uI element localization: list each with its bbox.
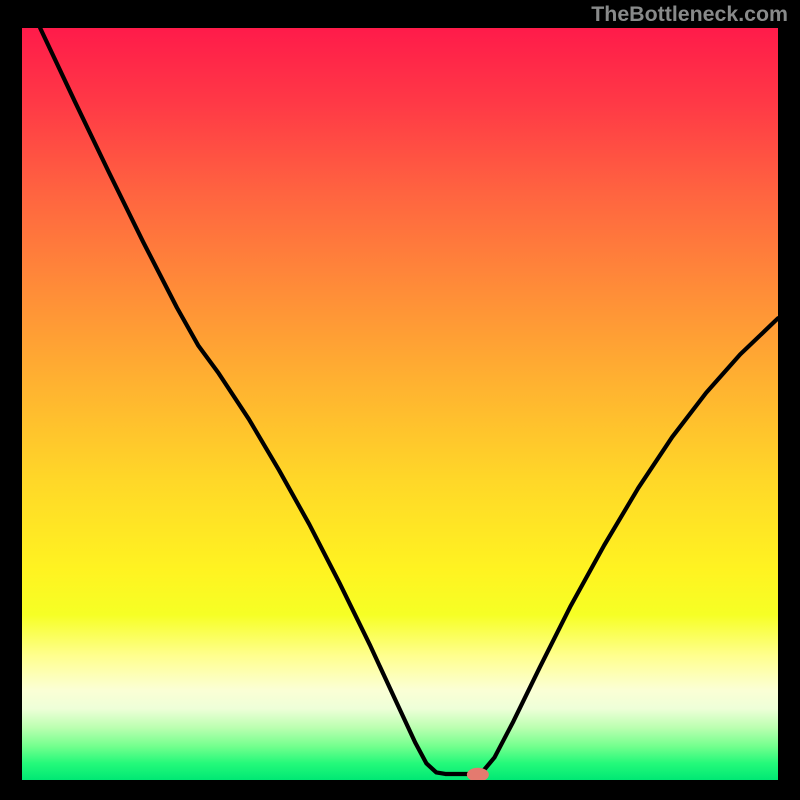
plot-area (22, 28, 778, 780)
watermark-text: TheBottleneck.com (591, 2, 788, 27)
plot-background (22, 28, 778, 780)
plot-bg-svg (22, 28, 778, 780)
chart-frame: TheBottleneck.com (0, 0, 800, 800)
